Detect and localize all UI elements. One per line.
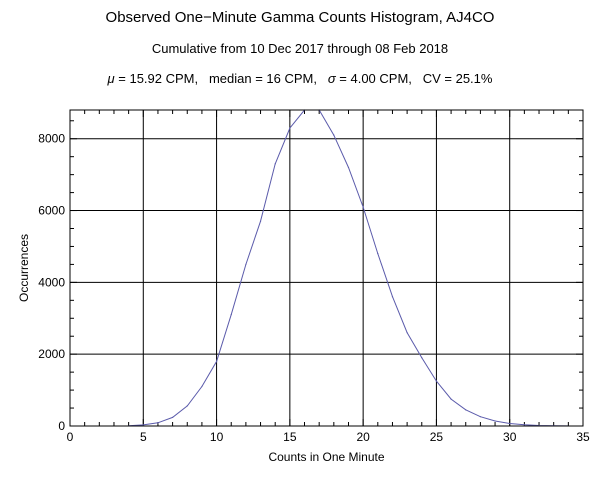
plot-frame <box>69 109 584 427</box>
data-point <box>245 263 247 266</box>
data-point <box>333 134 335 136</box>
x-tick-label: 10 <box>210 430 224 444</box>
data-point <box>259 220 262 222</box>
y-tick-label: 6000 <box>38 204 65 218</box>
data-point <box>347 166 350 169</box>
chart-subtitle: Cumulative from 10 Dec 2017 through 08 F… <box>151 41 449 56</box>
data-point <box>215 360 218 362</box>
data-point <box>450 398 452 400</box>
x-tick-label: 5 <box>140 430 147 444</box>
y-tick-label: 8000 <box>38 132 65 146</box>
x-tick-label: 25 <box>430 430 444 444</box>
y-tick-label: 2000 <box>38 347 65 361</box>
x-tick-label: 20 <box>356 430 370 444</box>
y-tick-label: 0 <box>58 419 65 433</box>
mean-symbol: μ <box>107 71 115 86</box>
data-point <box>509 422 511 425</box>
x-axis-label: Counts in One Minute <box>268 450 384 464</box>
sigma-stats-text: = 4.00 CPM, CV = 25.1% <box>335 71 493 86</box>
data-point <box>362 206 364 208</box>
y-tick-label: 4000 <box>38 275 65 289</box>
mean-stats-text: = 15.92 CPM, median = 16 CPM, <box>114 71 328 86</box>
data-series <box>128 109 569 427</box>
data-point <box>186 405 188 407</box>
data-point <box>201 385 203 388</box>
y-axis-label: Occurrences <box>17 234 31 302</box>
data-point <box>435 380 438 382</box>
data-point <box>391 296 394 298</box>
data-point <box>230 314 232 316</box>
grid-lines <box>70 110 583 426</box>
sigma-symbol: σ <box>327 71 336 86</box>
x-tick-label: 15 <box>283 430 297 444</box>
data-point <box>421 357 423 359</box>
data-point <box>465 409 467 411</box>
y-tick-labels: 0 2000 4000 6000 8000 <box>38 132 65 433</box>
data-point <box>406 332 408 334</box>
x-tick-label: 0 <box>67 430 74 444</box>
x-tick-label: 35 <box>576 430 590 444</box>
major-ticks <box>69 110 584 427</box>
data-point <box>274 163 276 165</box>
chart-title: Observed One−Minute Gamma Counts Histogr… <box>105 9 495 26</box>
minor-ticks <box>70 110 583 426</box>
x-tick-labels: 0 5 10 15 20 25 30 35 <box>67 430 590 444</box>
data-point <box>479 416 481 418</box>
data-point <box>494 420 496 422</box>
data-point <box>157 422 159 424</box>
data-point <box>377 253 379 255</box>
chart-stats: μ = 15.92 CPM, median = 16 CPM, σ = 4.00… <box>0 71 600 86</box>
data-point <box>523 424 525 426</box>
data-point <box>142 424 144 426</box>
series-line <box>128 109 569 427</box>
data-point <box>172 416 174 418</box>
data-point <box>289 127 291 129</box>
x-tick-label: 30 <box>503 430 517 444</box>
